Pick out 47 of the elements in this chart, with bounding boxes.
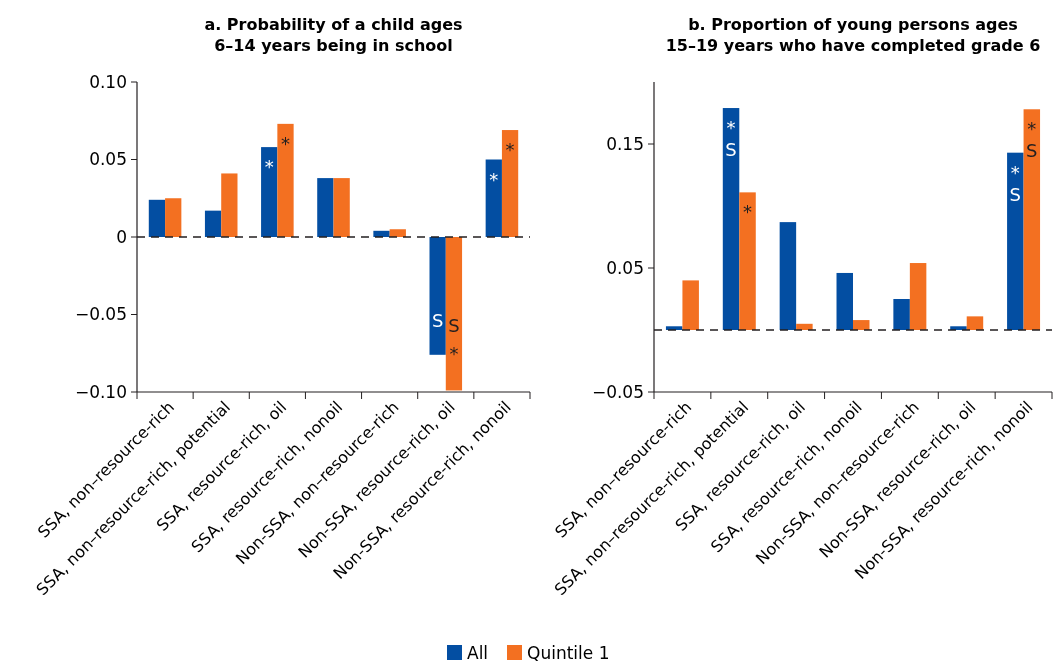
bar: [373, 230, 390, 237]
bar: [165, 198, 182, 237]
bar: [853, 320, 870, 330]
bar: [893, 299, 910, 330]
y-tick-label: 0.05: [89, 149, 127, 170]
bar: [501, 130, 519, 237]
data-label: *: [264, 156, 274, 178]
bar: [966, 316, 984, 330]
bar: [739, 192, 756, 330]
bar: [445, 237, 463, 391]
y-tick-label: 0.15: [606, 133, 644, 154]
bar: [333, 178, 350, 237]
data-label: *: [281, 132, 290, 154]
bar: [317, 178, 334, 237]
y-tick-label: 0.10: [89, 71, 127, 92]
y-tick-label: 0.05: [606, 257, 644, 278]
y-tick-label: −0.10: [74, 381, 127, 402]
data-label: * S: [1009, 161, 1022, 205]
bar: [148, 199, 166, 237]
bar: [389, 229, 406, 237]
chart-title: a. Probability of a child ages 6–14 years being in school: [204, 15, 463, 55]
data-label: * S: [1026, 118, 1038, 162]
legend-label: Quintile 1: [527, 643, 610, 663]
bar: [1023, 109, 1041, 330]
bar: [909, 263, 927, 330]
y-tick-label: −0.05: [591, 381, 644, 402]
bar: [261, 147, 278, 237]
y-tick-label: −0.05: [74, 304, 127, 325]
data-label: *: [743, 201, 753, 223]
bar: [429, 237, 446, 355]
data-label: S *: [448, 315, 460, 365]
legend-label: All: [467, 643, 489, 663]
bar: [779, 222, 797, 330]
bar: [277, 123, 294, 237]
bar: [836, 272, 853, 330]
bar: [221, 173, 238, 237]
data-label: S: [431, 309, 444, 331]
y-tick-label: 0: [116, 226, 127, 247]
bar: [204, 210, 222, 237]
chart-title: b. Proportion of young persons ages 15–19 years who have completed grade 6: [665, 15, 1041, 55]
data-label: * S: [725, 117, 737, 161]
data-label: *: [505, 139, 515, 161]
bar: [1007, 152, 1024, 330]
bar: [722, 108, 740, 330]
bar: [485, 159, 502, 237]
data-label: *: [489, 168, 499, 190]
bar: [682, 280, 699, 330]
